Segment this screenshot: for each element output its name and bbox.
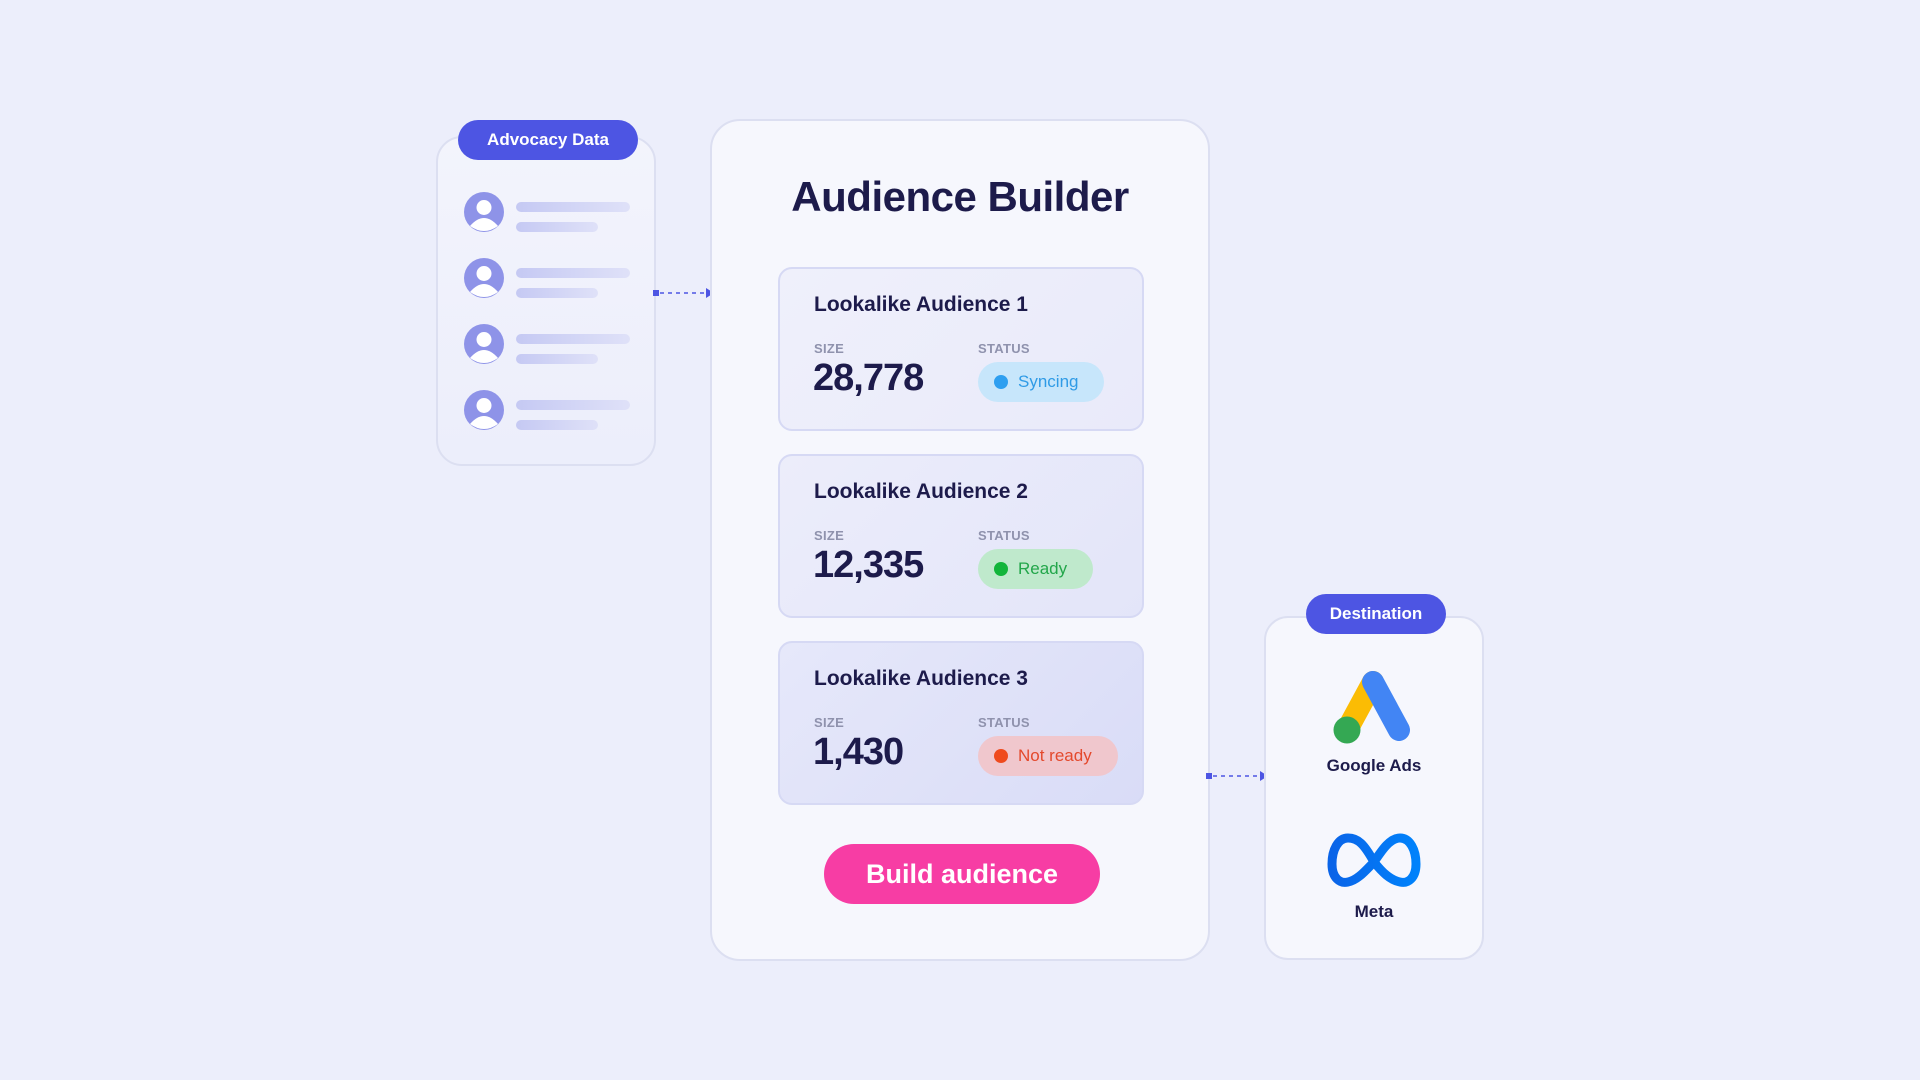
audience-builder-title: Audience Builder bbox=[791, 173, 1129, 220]
status-label: STATUS bbox=[978, 715, 1030, 730]
destination-panel: Destination Google Ads Meta bbox=[1264, 594, 1484, 960]
status-text: Syncing bbox=[1018, 372, 1079, 391]
size-label: SIZE bbox=[814, 715, 845, 730]
destination-google-ads[interactable]: Google Ads bbox=[1266, 668, 1482, 776]
placeholder-line bbox=[516, 288, 598, 298]
person-row bbox=[464, 192, 644, 232]
status-label: STATUS bbox=[978, 528, 1030, 543]
placeholder-line bbox=[516, 222, 598, 232]
advocacy-data-label: Advocacy Data bbox=[458, 120, 638, 160]
user-avatar-icon bbox=[464, 390, 504, 430]
placeholder-line bbox=[516, 400, 630, 410]
destination-name: Meta bbox=[1354, 902, 1394, 921]
status-badge-ready: Ready bbox=[978, 549, 1094, 589]
size-label: SIZE bbox=[814, 341, 845, 356]
build-audience-button[interactable]: Build audience bbox=[824, 844, 1100, 904]
placeholder-line bbox=[516, 420, 598, 430]
status-text: Ready bbox=[1018, 559, 1068, 578]
user-avatar-icon bbox=[464, 258, 504, 298]
meta-logo-icon bbox=[1327, 833, 1421, 887]
person-row bbox=[464, 324, 644, 364]
audience-name: Lookalike Audience 3 bbox=[814, 667, 1028, 690]
placeholder-line bbox=[516, 268, 630, 278]
status-dot-icon bbox=[994, 749, 1008, 763]
audience-card-2[interactable]: Lookalike Audience 2 SIZE STATUS 12,335 … bbox=[778, 454, 1144, 618]
destination-meta[interactable]: Meta bbox=[1266, 830, 1482, 922]
audience-card-1[interactable]: Lookalike Audience 1 SIZE STATUS 28,778 … bbox=[778, 267, 1144, 431]
person-row bbox=[464, 258, 644, 298]
user-avatar-icon bbox=[464, 192, 504, 232]
audience-name: Lookalike Audience 2 bbox=[814, 480, 1028, 503]
advocacy-data-panel: Advocacy Data bbox=[436, 120, 656, 466]
status-dot-icon bbox=[994, 375, 1008, 389]
destination-name: Google Ads bbox=[1326, 756, 1422, 775]
connector-arrow-builder-to-destination bbox=[1206, 771, 1268, 781]
audience-size-value: 28,778 bbox=[813, 357, 924, 399]
status-label: STATUS bbox=[978, 341, 1030, 356]
destination-label: Destination bbox=[1306, 594, 1446, 634]
placeholder-line bbox=[516, 202, 630, 212]
status-badge-syncing: Syncing bbox=[978, 362, 1105, 402]
status-text: Not ready bbox=[1018, 746, 1092, 765]
audience-card-3[interactable]: Lookalike Audience 3 SIZE STATUS 1,430 N… bbox=[778, 641, 1144, 805]
status-badge-not-ready: Not ready bbox=[978, 736, 1118, 776]
audience-name: Lookalike Audience 1 bbox=[814, 293, 1028, 316]
person-row bbox=[464, 390, 644, 430]
user-avatar-icon bbox=[464, 324, 504, 364]
audience-size-value: 1,430 bbox=[813, 731, 904, 773]
google-ads-logo-icon bbox=[1333, 671, 1410, 744]
status-dot-icon bbox=[994, 562, 1008, 576]
placeholder-line bbox=[516, 334, 630, 344]
audience-size-value: 12,335 bbox=[813, 544, 924, 586]
size-label: SIZE bbox=[814, 528, 845, 543]
placeholder-line bbox=[516, 354, 598, 364]
audience-builder-panel: Audience Builder Lookalike Audience 1 SI… bbox=[710, 119, 1210, 961]
